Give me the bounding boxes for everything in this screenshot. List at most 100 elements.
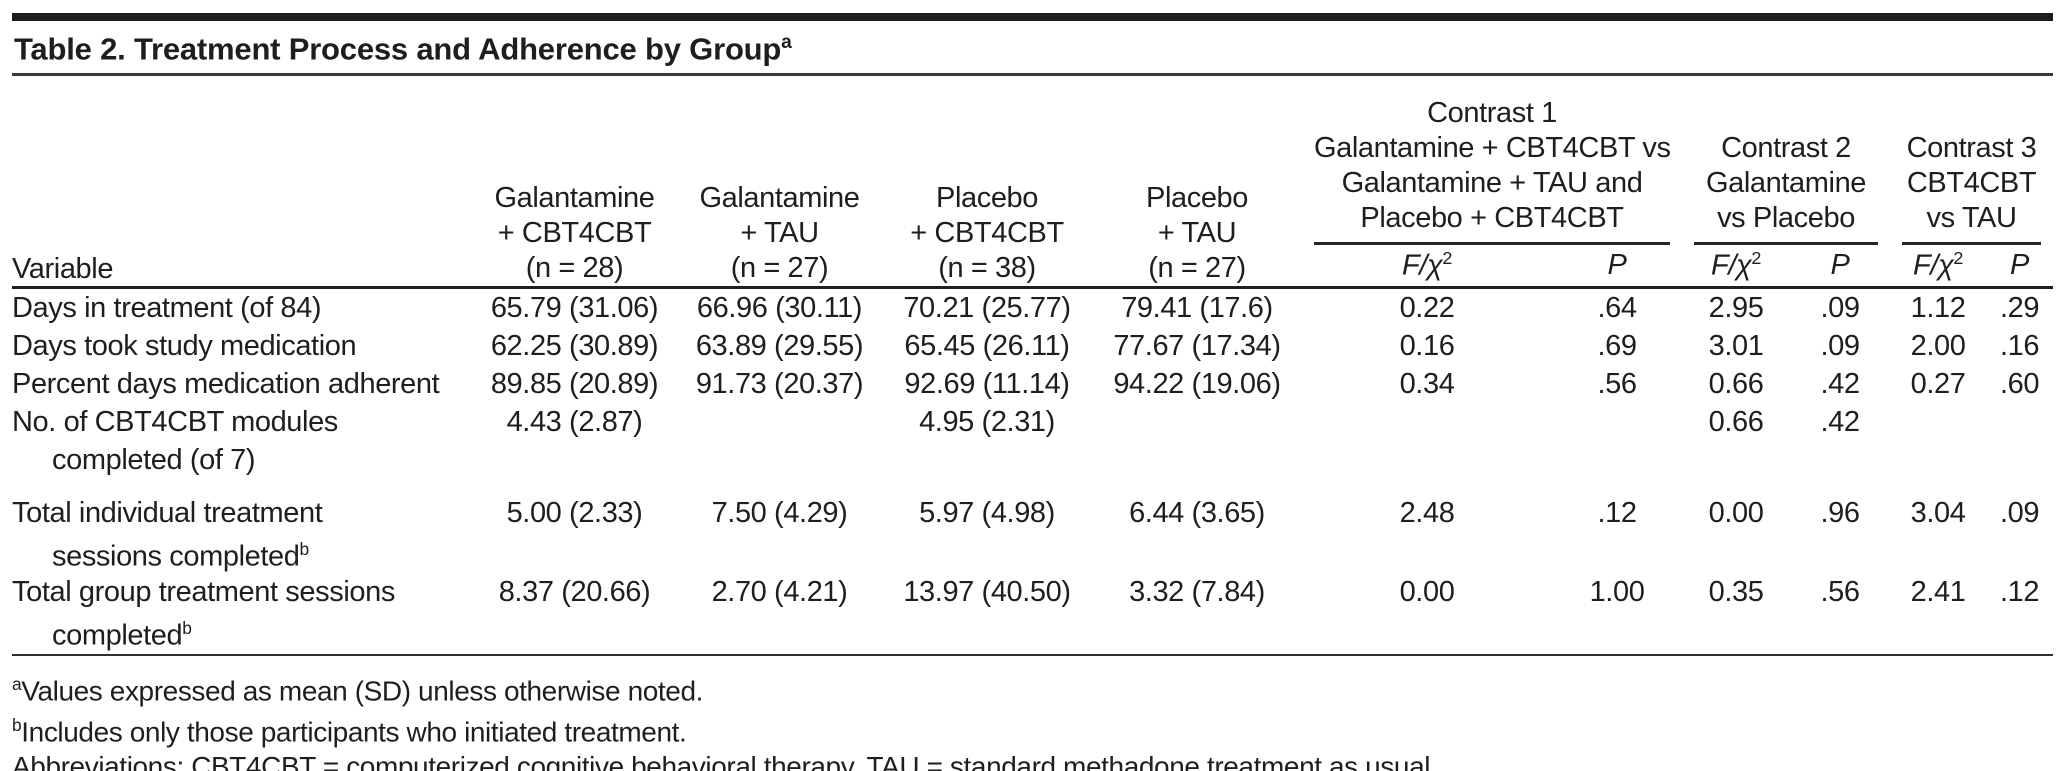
table-cell: 8.37 (20.66) [498,576,651,609]
table-body: Days in treatment (of 84) 65.79 (31.06) … [12,287,2053,654]
row-label: Total individual treatment sessions comp… [12,496,323,573]
table-cell: 66.96 (30.11) [696,291,863,324]
table-cell: 0.22 [1399,291,1455,324]
contrast-3-f-chi2-header: F/χ2 [1913,248,1964,282]
table-cell: 62.25 (30.89) [490,329,659,362]
table-cell: 2.48 [1399,496,1455,529]
table-cell: .56 [1597,367,1637,400]
contrast-2-header: Contrast 2 Galantamine vs Placebo [1682,76,1890,246]
table-cell: .64 [1597,291,1637,324]
table-cell: 91.73 (20.37) [695,367,864,400]
footnote-a: aValues expressed as mean (SD) unless ot… [12,674,704,707]
table-cell: .69 [1597,329,1637,362]
table-cell: .96 [1820,496,1860,529]
table-cell: .60 [1999,367,2040,400]
table-cell: 0.66 [1708,405,1764,438]
table-cell: .12 [1999,576,2040,609]
table-row-group-sessions: Total group treatment sessions completed… [12,574,2053,654]
table-cell: .09 [1999,496,2040,529]
group-header-galantamine-tau: Galantamine + TAU (n = 27) [699,181,860,284]
footnote-a-marker: a [12,674,22,695]
table-cell: 3.01 [1708,329,1764,362]
table-cell: 0.00 [1399,576,1455,609]
footnote-marker-b: b [182,618,192,639]
table-cell: 4.95 (2.31) [919,405,1055,438]
footnote-b-marker: b [12,715,22,736]
table-title: Table 2. Treatment Process and Adherence… [14,26,2053,66]
variable-column-header: Variable [12,76,472,287]
table-cell: .12 [1597,496,1637,529]
table-cell: 77.67 (17.34) [1113,329,1281,362]
table-cell: 0.27 [1910,367,1966,400]
table-cell: 0.66 [1708,367,1764,400]
table-cell: 70.21 (25.77) [903,291,1071,324]
row-label: No. of CBT4CBT modules completed (of 7) [12,405,338,476]
table-cell: .42 [1820,405,1860,438]
row-label: Days took study medication [12,329,357,362]
table-cell [677,403,882,479]
footnote-marker-b: b [299,538,310,559]
table-cell: 65.45 (26.11) [904,329,1070,362]
table-cell: .42 [1820,367,1860,400]
table-cell: .09 [1820,329,1860,362]
footnote-b: bIncludes only those participants who in… [12,715,687,748]
top-rule [12,13,2053,21]
table-row-individual-sessions: Total individual treatment sessions comp… [12,479,2053,575]
row-label: Total group treatment sessions completed… [12,576,395,653]
table-cell: 13.97 (40.50) [903,576,1071,609]
table-cell: 2.70 (4.21) [711,576,848,609]
table-cell: 1.12 [1910,291,1966,324]
table-cell: 63.89 (29.55) [695,329,864,362]
table-cell: 92.69 (11.14) [904,367,1070,400]
group-header-placebo-cbt4cbt: Placebo + CBT4CBT (n = 38) [910,181,1064,284]
table-cell: 0.16 [1399,329,1455,362]
table-cell: .16 [1999,329,2040,362]
table-cell: .29 [1999,291,2040,324]
table-row-days-in-treatment: Days in treatment (of 84) 65.79 (31.06) … [12,287,2053,327]
table-cell: 3.04 [1910,496,1966,529]
table-cell: .09 [1820,291,1860,324]
table-row-days-took-medication: Days took study medication 62.25 (30.89)… [12,327,2053,365]
footnotes: aValues expressed as mean (SD) unless ot… [12,654,2053,771]
table-cell: 2.95 [1708,291,1764,324]
table-cell: 0.00 [1708,496,1764,529]
contrast-2-p-header: P [1830,249,1850,282]
table-title-text: Table 2. Treatment Process and Adherence… [14,31,782,67]
table-title-footnote-marker: a [781,32,792,53]
table-cell: 1.00 [1589,576,1645,609]
row-label: Days in treatment (of 84) [12,291,322,324]
contrast-1-header: Contrast 1 Galantamine + CBT4CBT vs Gala… [1302,76,1682,246]
header-row-stats: F/χ2 P F/χ2 P F/χ2 P [12,245,2053,287]
table-cell: .56 [1820,576,1860,609]
table-row-cbt4cbt-modules: No. of CBT4CBT modules completed (of 7) … [12,403,2053,479]
table-cell: 4.43 (2.87) [506,405,643,438]
contrast-1-p-header: P [1607,249,1627,282]
contrast-2-f-chi2-header: F/χ2 [1711,248,1762,282]
table-cell: 89.85 (20.89) [490,367,659,400]
table-cell: 79.41 (17.6) [1121,291,1273,324]
contrast-3-p-header: P [2010,249,2029,282]
table-cell: 65.79 (31.06) [490,291,659,324]
table-cell: 7.50 (4.29) [711,496,848,529]
table-cell [1552,403,1682,479]
header-row-groups: Variable Galantamine + CBT4CBT (n = 28) … [12,76,2053,285]
table-cell: 94.22 (19.06) [1113,367,1281,400]
table-cell [1890,403,1986,479]
footnote-abbreviations: Abbreviations: CBT4CBT = computerized co… [12,750,1438,771]
table-cell [1986,403,2053,479]
table-header: Variable Galantamine + CBT4CBT (n = 28) … [12,76,2054,288]
treatment-adherence-table: Variable Galantamine + CBT4CBT (n = 28) … [12,76,2054,654]
table-cell: 5.00 (2.33) [506,496,643,529]
table-cell: 2.41 [1910,576,1966,609]
variable-header-label: Variable [12,252,114,285]
table-cell [1092,403,1302,479]
table-cell: 6.44 (3.65) [1129,496,1265,529]
table-cell: 3.32 (7.84) [1129,576,1265,609]
table-cell: 2.00 [1910,329,1966,362]
group-header-galantamine-cbt4cbt: Galantamine + CBT4CBT (n = 28) [494,181,655,284]
contrast-3-header: Contrast 3 CBT4CBT vs TAU [1890,76,2053,246]
table-cell: 0.34 [1399,367,1455,400]
table-cell: 0.35 [1708,576,1764,609]
table-cell: 5.97 (4.98) [919,496,1055,529]
